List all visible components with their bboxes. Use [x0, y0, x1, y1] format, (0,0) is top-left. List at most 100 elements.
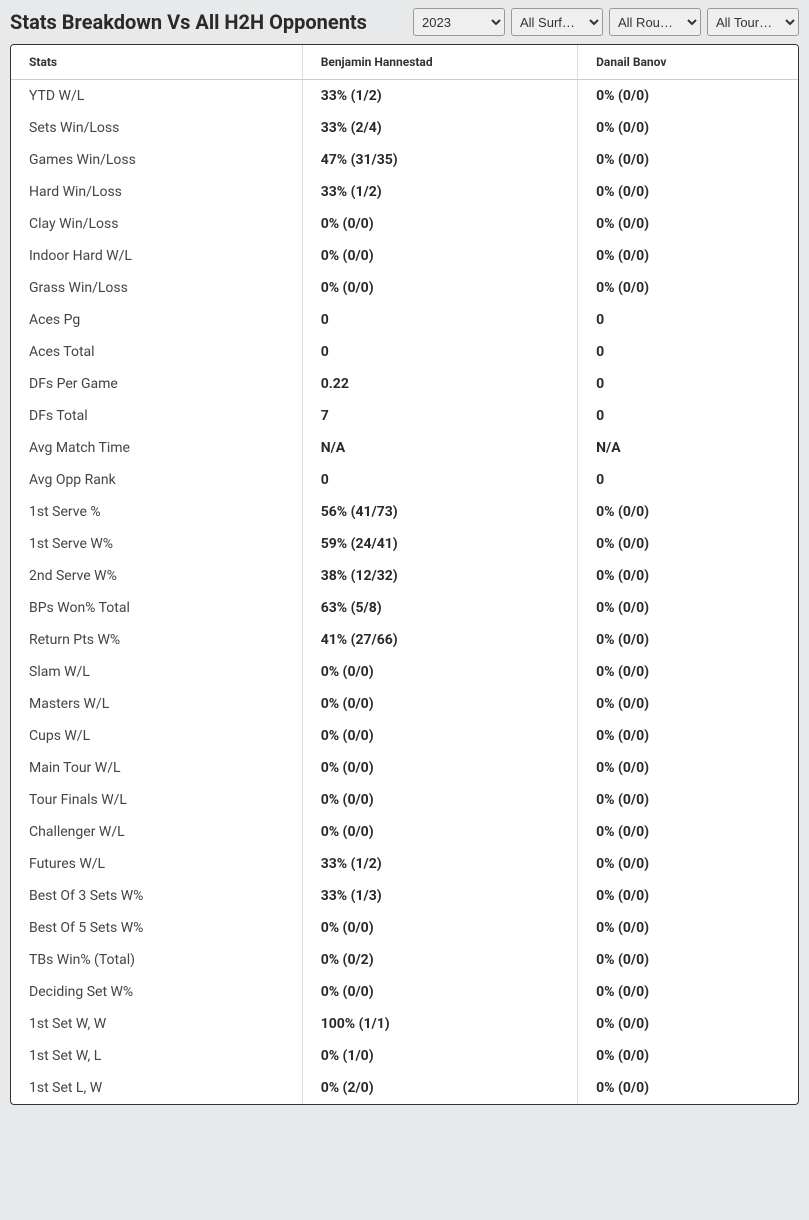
table-row: Grass Win/Loss0% (0/0)0% (0/0)	[11, 272, 798, 304]
table-row: Slam W/L0% (0/0)0% (0/0)	[11, 656, 798, 688]
stat-value-player2: 0% (0/0)	[578, 144, 798, 176]
table-row: Avg Match TimeN/AN/A	[11, 432, 798, 464]
table-row: BPs Won% Total63% (5/8)0% (0/0)	[11, 592, 798, 624]
stat-value-player1: 0% (0/0)	[302, 784, 577, 816]
stat-value-player1: 0	[302, 304, 577, 336]
stat-value-player2: 0% (0/0)	[578, 976, 798, 1008]
stat-label: Deciding Set W%	[11, 976, 302, 1008]
table-row: Challenger W/L0% (0/0)0% (0/0)	[11, 816, 798, 848]
stat-label: DFs Total	[11, 400, 302, 432]
stat-value-player1: 0% (0/0)	[302, 976, 577, 1008]
column-header-stats: Stats	[11, 45, 302, 80]
table-row: 1st Set W, L0% (1/0)0% (0/0)	[11, 1040, 798, 1072]
stat-value-player2: 0% (0/0)	[578, 880, 798, 912]
stat-label: Indoor Hard W/L	[11, 240, 302, 272]
table-row: Deciding Set W%0% (0/0)0% (0/0)	[11, 976, 798, 1008]
stat-label: 1st Set W, W	[11, 1008, 302, 1040]
table-row: Masters W/L0% (0/0)0% (0/0)	[11, 688, 798, 720]
stat-label: TBs Win% (Total)	[11, 944, 302, 976]
table-header-row: Stats Benjamin Hannestad Danail Banov	[11, 45, 798, 80]
stat-label: Aces Total	[11, 336, 302, 368]
table-row: Best Of 3 Sets W%33% (1/3)0% (0/0)	[11, 880, 798, 912]
tour-select[interactable]: All Tour…	[707, 8, 799, 36]
stats-table: Stats Benjamin Hannestad Danail Banov YT…	[11, 45, 798, 1104]
round-select[interactable]: All Rou…	[609, 8, 701, 36]
table-row: 1st Set W, W100% (1/1)0% (0/0)	[11, 1008, 798, 1040]
stat-label: 1st Set W, L	[11, 1040, 302, 1072]
stat-value-player1: 0% (0/0)	[302, 656, 577, 688]
table-row: Return Pts W%41% (27/66)0% (0/0)	[11, 624, 798, 656]
table-row: Indoor Hard W/L0% (0/0)0% (0/0)	[11, 240, 798, 272]
stat-label: Avg Match Time	[11, 432, 302, 464]
stat-value-player2: N/A	[578, 432, 798, 464]
stat-value-player2: 0% (0/0)	[578, 208, 798, 240]
stat-value-player2: 0% (0/0)	[578, 176, 798, 208]
stat-value-player1: 33% (1/2)	[302, 176, 577, 208]
surface-select[interactable]: All Surf…	[511, 8, 603, 36]
stat-label: Tour Finals W/L	[11, 784, 302, 816]
table-row: Aces Total00	[11, 336, 798, 368]
stat-value-player2: 0% (0/0)	[578, 272, 798, 304]
stat-value-player1: N/A	[302, 432, 577, 464]
table-row: 1st Set L, W0% (2/0)0% (0/0)	[11, 1072, 798, 1104]
stat-value-player2: 0% (0/0)	[578, 912, 798, 944]
stat-label: 1st Serve %	[11, 496, 302, 528]
page-title: Stats Breakdown Vs All H2H Opponents	[10, 10, 367, 34]
stat-label: Games Win/Loss	[11, 144, 302, 176]
stat-value-player1: 56% (41/73)	[302, 496, 577, 528]
stat-label: Main Tour W/L	[11, 752, 302, 784]
stat-value-player2: 0% (0/0)	[578, 528, 798, 560]
stat-value-player2: 0% (0/0)	[578, 592, 798, 624]
filter-group: 2023 All Surf… All Rou… All Tour…	[413, 8, 799, 36]
table-row: Hard Win/Loss33% (1/2)0% (0/0)	[11, 176, 798, 208]
stat-value-player1: 0% (0/0)	[302, 720, 577, 752]
year-select[interactable]: 2023	[413, 8, 505, 36]
stat-value-player2: 0% (0/0)	[578, 560, 798, 592]
stat-value-player1: 41% (27/66)	[302, 624, 577, 656]
stat-value-player2: 0% (0/0)	[578, 656, 798, 688]
stat-value-player2: 0% (0/0)	[578, 816, 798, 848]
stat-label: Cups W/L	[11, 720, 302, 752]
header-bar: Stats Breakdown Vs All H2H Opponents 202…	[0, 0, 809, 44]
table-row: Main Tour W/L0% (0/0)0% (0/0)	[11, 752, 798, 784]
column-header-player1: Benjamin Hannestad	[302, 45, 577, 80]
stat-value-player1: 0	[302, 336, 577, 368]
stats-table-container: Stats Benjamin Hannestad Danail Banov YT…	[10, 44, 799, 1105]
stat-value-player2: 0	[578, 464, 798, 496]
stat-label: 1st Serve W%	[11, 528, 302, 560]
stat-label: Return Pts W%	[11, 624, 302, 656]
table-row: DFs Total70	[11, 400, 798, 432]
stat-value-player1: 0% (0/0)	[302, 240, 577, 272]
stat-value-player1: 0.22	[302, 368, 577, 400]
table-row: 1st Serve %56% (41/73)0% (0/0)	[11, 496, 798, 528]
table-row: Clay Win/Loss0% (0/0)0% (0/0)	[11, 208, 798, 240]
table-row: TBs Win% (Total)0% (0/2)0% (0/0)	[11, 944, 798, 976]
stat-value-player1: 0% (2/0)	[302, 1072, 577, 1104]
stat-value-player1: 33% (1/3)	[302, 880, 577, 912]
stat-label: Sets Win/Loss	[11, 112, 302, 144]
stat-value-player2: 0% (0/0)	[578, 112, 798, 144]
stat-label: 2nd Serve W%	[11, 560, 302, 592]
stat-value-player2: 0	[578, 400, 798, 432]
stat-label: Aces Pg	[11, 304, 302, 336]
table-row: Tour Finals W/L0% (0/0)0% (0/0)	[11, 784, 798, 816]
stat-value-player1: 0% (0/0)	[302, 688, 577, 720]
stat-label: YTD W/L	[11, 80, 302, 113]
stat-value-player1: 0	[302, 464, 577, 496]
stat-value-player1: 33% (1/2)	[302, 80, 577, 113]
stat-value-player1: 33% (2/4)	[302, 112, 577, 144]
stat-label: Challenger W/L	[11, 816, 302, 848]
stat-value-player1: 63% (5/8)	[302, 592, 577, 624]
table-row: Cups W/L0% (0/0)0% (0/0)	[11, 720, 798, 752]
stat-value-player2: 0	[578, 368, 798, 400]
table-row: Avg Opp Rank00	[11, 464, 798, 496]
table-row: 2nd Serve W%38% (12/32)0% (0/0)	[11, 560, 798, 592]
stat-value-player1: 38% (12/32)	[302, 560, 577, 592]
stat-label: Slam W/L	[11, 656, 302, 688]
stat-value-player1: 59% (24/41)	[302, 528, 577, 560]
column-header-player2: Danail Banov	[578, 45, 798, 80]
stat-value-player2: 0% (0/0)	[578, 688, 798, 720]
stat-value-player1: 0% (1/0)	[302, 1040, 577, 1072]
stat-label: BPs Won% Total	[11, 592, 302, 624]
table-row: Futures W/L33% (1/2)0% (0/0)	[11, 848, 798, 880]
